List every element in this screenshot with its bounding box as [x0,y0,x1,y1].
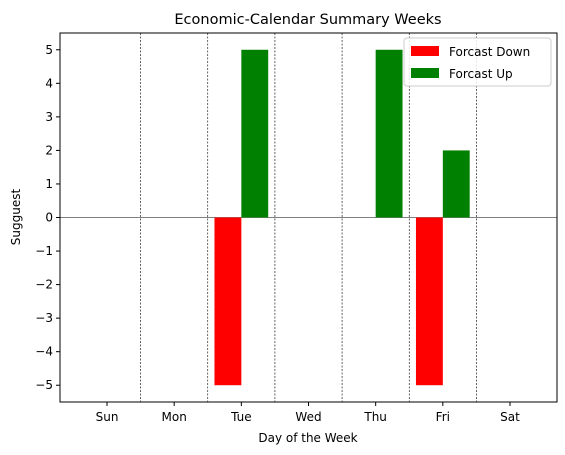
x-axis-label: Day of the Week [258,431,357,445]
y-tick-label: 1 [45,177,53,191]
y-tick-label: −5 [35,378,53,392]
x-tick-label: Sat [500,410,520,424]
legend-label: Forcast Down [449,45,530,59]
y-tick-label: 3 [45,110,53,124]
y-tick-label: 5 [45,43,53,57]
x-tick-label: Sun [96,410,119,424]
x-tick-label: Wed [295,410,321,424]
x-tick-label: Thu [363,410,387,424]
y-tick-label: 2 [45,143,53,157]
x-tick-label: Mon [162,410,187,424]
bar-forcast-up-thu [375,49,403,218]
y-tick-label: −2 [35,278,53,292]
plot-area: −5 −4 −3 −2 −1 0 1 2 3 4 5 Sun Mon Tue Wed Thu Fri Sat [35,32,558,424]
y-axis-label: Sugguest [9,189,23,246]
x-tick-label: Fri [436,410,450,424]
legend-swatch [411,46,439,56]
bar-forcast-up-fri [442,150,470,218]
bar-forcast-down-fri [415,217,443,386]
y-tick-label: 0 [45,211,53,225]
x-tick-label: Tue [230,410,252,424]
bar-forcast-down-tue [214,217,242,386]
chart-title: Economic-Calendar Summary Weeks [174,12,441,28]
y-tick-label: −1 [35,244,53,258]
y-tick-label: −3 [35,311,53,325]
y-tick-label: −4 [35,345,53,359]
bar-forcast-up-tue [241,49,269,218]
legend: Forcast Down Forcast Up [403,37,552,87]
y-tick-label: 4 [45,76,53,90]
legend-label: Forcast Up [449,67,513,81]
legend-box [403,37,552,87]
legend-swatch [411,68,439,78]
